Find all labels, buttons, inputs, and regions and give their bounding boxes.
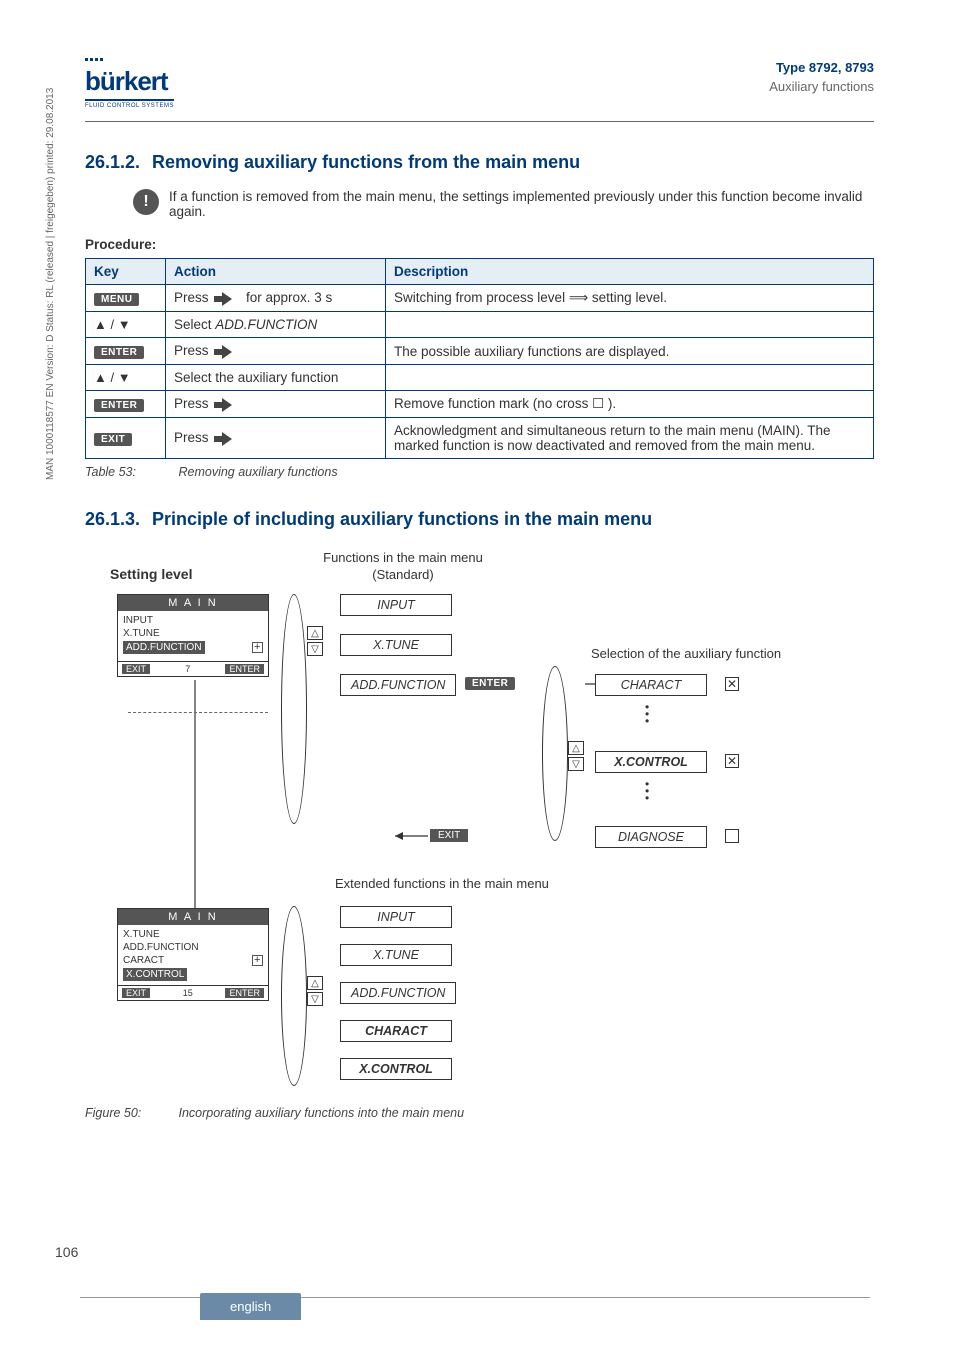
checkbox-empty-icon bbox=[725, 829, 739, 843]
table-row: ENTER Press Remove function mark (no cros… bbox=[86, 391, 874, 418]
desc-cell: Remove function mark (no cross ☐ ). bbox=[386, 391, 874, 418]
page-header: bürkert FLUID CONTROL SYSTEMS Type 8792,… bbox=[85, 60, 874, 122]
fn-input: INPUT bbox=[340, 594, 452, 616]
key-button-icon: MENU bbox=[94, 293, 139, 306]
key-cell: EXIT bbox=[86, 418, 166, 459]
press-icon bbox=[214, 345, 242, 359]
press-icon bbox=[214, 292, 242, 306]
procedure-label: Procedure: bbox=[85, 237, 874, 252]
th-desc: Description bbox=[386, 259, 874, 285]
table-caption: Table 53: Removing auxiliary functions bbox=[85, 465, 874, 479]
updown-icon: △▽ bbox=[307, 976, 323, 1006]
table-row: EXIT Press Acknowledgment and simultaneou… bbox=[86, 418, 874, 459]
updown-icon: △▽ bbox=[568, 741, 584, 771]
fn-charact: CHARACT bbox=[595, 674, 707, 696]
fn-xcontrol-2: X.CONTROL bbox=[340, 1058, 452, 1080]
desc-cell bbox=[386, 312, 874, 338]
desc-cell: Switching from process level ⟹ setting l… bbox=[386, 285, 874, 312]
table-row: ENTER Press The possible auxiliary functi… bbox=[86, 338, 874, 365]
table-row: ▲ / ▼ Select the auxiliary function bbox=[86, 365, 874, 391]
panel-title: M A I N bbox=[118, 595, 268, 611]
panel-title: M A I N bbox=[118, 909, 268, 925]
section-num: 26.1.3. bbox=[85, 509, 147, 530]
main-panel-2: M A I N X.TUNE ADD.FUNCTION CARACT X.CON… bbox=[117, 908, 269, 1001]
std-functions-label: Functions in the main menu (Standard) bbox=[318, 550, 488, 584]
logo-tagline: FLUID CONTROL SYSTEMS bbox=[85, 103, 174, 109]
doc-type: Type 8792, 8793 bbox=[769, 60, 874, 75]
exit-tag: EXIT bbox=[430, 829, 468, 842]
key-button-icon: ENTER bbox=[94, 399, 144, 412]
desc-cell bbox=[386, 365, 874, 391]
checkbox-checked-icon: ✕ bbox=[725, 754, 739, 768]
setting-level-label: Setting level bbox=[110, 566, 192, 582]
language-tab: english bbox=[200, 1293, 301, 1320]
logo: bürkert FLUID CONTROL SYSTEMS bbox=[85, 60, 174, 109]
main-panel-1: M A I N INPUT X.TUNE ADD.FUNCTION EXIT 7… bbox=[117, 594, 269, 677]
action-cell: Press bbox=[166, 391, 386, 418]
section-num: 26.1.2. bbox=[85, 152, 147, 173]
plus-box-icon bbox=[252, 955, 263, 966]
key-cell: ENTER bbox=[86, 338, 166, 365]
action-cell: Press for approx. 3 s bbox=[166, 285, 386, 312]
action-cell: Select the auxiliary function bbox=[166, 365, 386, 391]
side-print-info: MAN 1000118577 EN Version: D Status: RL … bbox=[45, 0, 56, 480]
fn-xtune-2: X.TUNE bbox=[340, 944, 452, 966]
section-title: Removing auxiliary functions from the ma… bbox=[152, 152, 580, 172]
exclamation-icon: ! bbox=[133, 189, 159, 215]
updown-icon: △▽ bbox=[307, 626, 323, 656]
table-row: ▲ / ▼ Select ADD.FUNCTION bbox=[86, 312, 874, 338]
scroll-oval-icon bbox=[542, 666, 568, 841]
fn-addfunction: ADD.FUNCTION bbox=[340, 674, 456, 696]
vertical-dots-icon: ••• bbox=[645, 781, 649, 803]
desc-cell: The possible auxiliary functions are dis… bbox=[386, 338, 874, 365]
enter-tag: ENTER bbox=[465, 677, 515, 690]
section-title: Principle of including auxiliary functio… bbox=[152, 509, 652, 529]
key-cell: ▲ / ▼ bbox=[86, 312, 166, 338]
action-cell: Press bbox=[166, 338, 386, 365]
th-key: Key bbox=[86, 259, 166, 285]
footer-line bbox=[80, 1297, 870, 1298]
desc-cell: Acknowledgment and simultaneous return t… bbox=[386, 418, 874, 459]
fn-addfunction-2: ADD.FUNCTION bbox=[340, 982, 456, 1004]
arrow-icons: ▲ / ▼ bbox=[94, 317, 131, 332]
press-icon bbox=[214, 432, 242, 446]
extended-functions-label: Extended functions in the main menu bbox=[335, 876, 549, 891]
section-heading-1: 26.1.2. Removing auxiliary functions fro… bbox=[85, 152, 874, 173]
press-icon bbox=[214, 398, 242, 412]
table-row: MENU Press for approx. 3 sSwitching from … bbox=[86, 285, 874, 312]
doc-subtitle: Auxiliary functions bbox=[769, 79, 874, 94]
procedure-table: Key Action Description MENU Press for app… bbox=[85, 258, 874, 459]
action-cell: Press bbox=[166, 418, 386, 459]
key-cell: ▲ / ▼ bbox=[86, 365, 166, 391]
scroll-oval-icon bbox=[281, 906, 307, 1086]
key-cell: ENTER bbox=[86, 391, 166, 418]
action-cell: Select ADD.FUNCTION bbox=[166, 312, 386, 338]
checkbox-checked-icon: ✕ bbox=[725, 677, 739, 691]
logo-text: bürkert bbox=[85, 66, 168, 96]
fn-xcontrol: X.CONTROL bbox=[595, 751, 707, 773]
aux-selection-label: Selection of the auxiliary function bbox=[591, 646, 781, 661]
fn-xtune: X.TUNE bbox=[340, 634, 452, 656]
fn-diagnose: DIAGNOSE bbox=[595, 826, 707, 848]
fn-charact-2: CHARACT bbox=[340, 1020, 452, 1042]
arrow-icons: ▲ / ▼ bbox=[94, 370, 131, 385]
vertical-dots-icon: ••• bbox=[645, 704, 649, 726]
fn-input-2: INPUT bbox=[340, 906, 452, 928]
note-text: If a function is removed from the main m… bbox=[169, 189, 874, 219]
page-number: 106 bbox=[55, 1244, 78, 1260]
key-button-icon: ENTER bbox=[94, 346, 144, 359]
warning-note: ! If a function is removed from the main… bbox=[133, 189, 874, 219]
key-button-icon: EXIT bbox=[94, 433, 132, 446]
figure-caption: Figure 50: Incorporating auxiliary funct… bbox=[85, 1106, 874, 1120]
key-cell: MENU bbox=[86, 285, 166, 312]
th-action: Action bbox=[166, 259, 386, 285]
plus-box-icon bbox=[252, 642, 263, 653]
section-heading-2: 26.1.3. Principle of including auxiliary… bbox=[85, 509, 874, 530]
scroll-oval-icon bbox=[281, 594, 307, 824]
diagram: Setting level Functions in the main menu… bbox=[85, 546, 874, 1106]
